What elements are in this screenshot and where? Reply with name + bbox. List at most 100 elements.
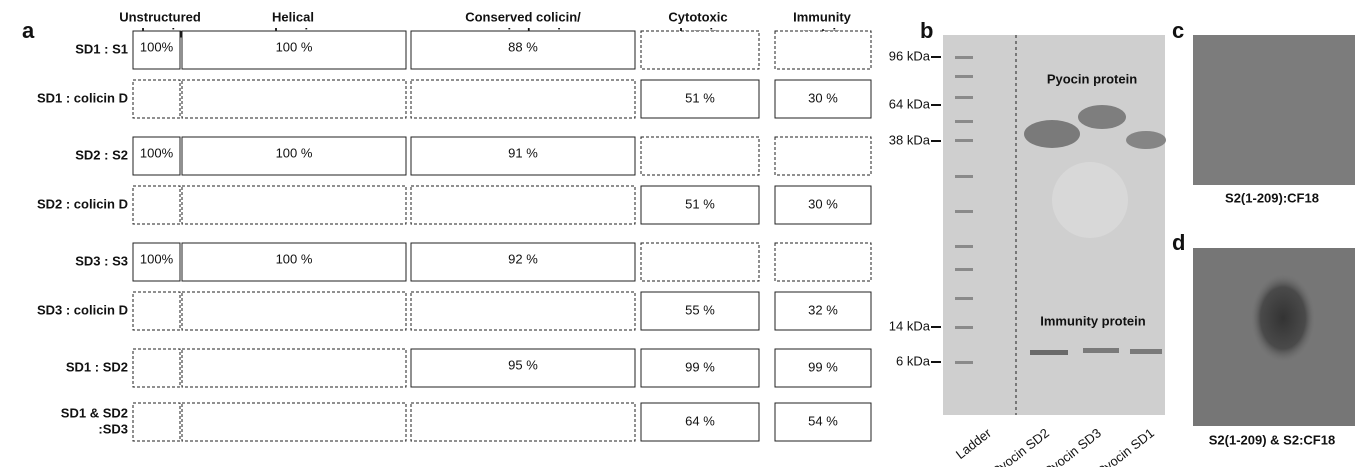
domain-box bbox=[774, 136, 872, 176]
gel-image bbox=[943, 35, 1165, 415]
band bbox=[1130, 349, 1162, 354]
domain-box bbox=[640, 242, 760, 282]
domain-box bbox=[181, 30, 407, 70]
column-header: Conserved colicin/ bbox=[465, 9, 581, 24]
domain-box bbox=[181, 79, 407, 119]
annotation: Pyocin protein bbox=[1047, 71, 1137, 86]
identity-value: 100% bbox=[140, 39, 174, 54]
lane-label: Pyocin SD2 bbox=[989, 425, 1052, 467]
annotation: Immunity protein bbox=[1040, 313, 1146, 328]
identity-value: 100% bbox=[140, 251, 174, 266]
domain-box bbox=[181, 242, 407, 282]
domain-box bbox=[410, 348, 636, 388]
identity-value: 30 % bbox=[808, 90, 838, 105]
domain-box bbox=[774, 402, 872, 442]
lane-label: Pyocin SD1 bbox=[1094, 425, 1157, 467]
domain-box bbox=[640, 79, 760, 119]
ladder-bands bbox=[955, 56, 973, 364]
domain-box bbox=[774, 242, 872, 282]
identity-value: 54 % bbox=[808, 413, 838, 428]
identity-value: 91 % bbox=[508, 145, 538, 160]
domain-box bbox=[181, 291, 407, 331]
row-label: SD2 : S2 bbox=[75, 147, 128, 162]
marker-label: 38 kDa bbox=[889, 132, 931, 147]
identity-value: 95 % bbox=[508, 357, 538, 372]
domain-box bbox=[410, 79, 636, 119]
identity-value: 100 % bbox=[276, 251, 313, 266]
identity-value: 100 % bbox=[276, 145, 313, 160]
domain-box bbox=[774, 79, 872, 119]
domain-box bbox=[410, 30, 636, 70]
domain-box bbox=[774, 185, 872, 225]
band bbox=[1024, 120, 1080, 148]
domain-box bbox=[410, 291, 636, 331]
domain-box bbox=[640, 30, 760, 70]
identity-value: 99 % bbox=[685, 359, 715, 374]
panel-label: c bbox=[1172, 18, 1184, 43]
row-label: SD1 : SD2 bbox=[66, 359, 128, 374]
identity-value: 51 % bbox=[685, 90, 715, 105]
domain-box bbox=[640, 291, 760, 331]
identity-value: 100 % bbox=[276, 39, 313, 54]
domain-box bbox=[181, 185, 407, 225]
inhibition-zone bbox=[1251, 274, 1315, 362]
domain-box bbox=[181, 136, 407, 176]
domain-box bbox=[640, 136, 760, 176]
domain-box bbox=[774, 30, 872, 70]
column-header: Helical bbox=[272, 9, 314, 24]
identity-value: 92 % bbox=[508, 251, 538, 266]
domain-box bbox=[132, 402, 181, 442]
domain-box bbox=[132, 30, 181, 70]
column-header: Unstructured bbox=[119, 9, 201, 24]
domain-box bbox=[410, 242, 636, 282]
marker-label: 14 kDa bbox=[889, 318, 931, 333]
row-label: SD1 : colicin D bbox=[37, 90, 128, 105]
row-label: :SD3 bbox=[98, 421, 128, 436]
panel-label: d bbox=[1172, 230, 1185, 255]
domain-box bbox=[640, 348, 760, 388]
domain-box bbox=[132, 242, 181, 282]
identity-value: 30 % bbox=[808, 196, 838, 211]
domain-box bbox=[181, 348, 407, 388]
gel-artifact bbox=[1052, 162, 1128, 238]
domain-box bbox=[132, 136, 181, 176]
domain-box bbox=[640, 185, 760, 225]
marker-label: 6 kDa bbox=[896, 353, 931, 368]
domain-box bbox=[410, 402, 636, 442]
caption: S2(1-209) & S2:CF18 bbox=[1209, 432, 1335, 447]
domain-box bbox=[132, 185, 181, 225]
identity-value: 32 % bbox=[808, 302, 838, 317]
domain-box bbox=[410, 136, 636, 176]
row-label: SD3 : colicin D bbox=[37, 302, 128, 317]
row-label: SD2 : colicin D bbox=[37, 196, 128, 211]
lane-label: Ladder bbox=[953, 425, 995, 462]
plate-image bbox=[1193, 35, 1355, 185]
band bbox=[1126, 131, 1166, 149]
identity-value: 55 % bbox=[685, 302, 715, 317]
row-label: SD1 : S1 bbox=[75, 41, 128, 56]
panel-label: a bbox=[22, 18, 35, 43]
lane-label: Pyocin SD3 bbox=[1041, 425, 1104, 467]
row-label: SD3 : S3 bbox=[75, 253, 128, 268]
domain-box bbox=[181, 402, 407, 442]
panel-label: b bbox=[920, 18, 933, 43]
domain-box bbox=[640, 402, 760, 442]
band bbox=[1030, 350, 1068, 355]
domain-box bbox=[410, 185, 636, 225]
column-header: Immunity bbox=[793, 9, 852, 24]
marker-label: 96 kDa bbox=[889, 48, 931, 63]
domain-box bbox=[774, 291, 872, 331]
identity-value: 100% bbox=[140, 145, 174, 160]
identity-value: 99 % bbox=[808, 359, 838, 374]
identity-value: 88 % bbox=[508, 39, 538, 54]
band bbox=[1078, 105, 1126, 129]
caption: S2(1-209):CF18 bbox=[1225, 190, 1319, 205]
domain-box bbox=[132, 79, 181, 119]
domain-box bbox=[774, 348, 872, 388]
marker-label: 64 kDa bbox=[889, 96, 931, 111]
identity-value: 64 % bbox=[685, 413, 715, 428]
domain-box bbox=[132, 291, 181, 331]
band bbox=[1083, 348, 1119, 353]
column-header: Cytotoxic bbox=[668, 9, 727, 24]
